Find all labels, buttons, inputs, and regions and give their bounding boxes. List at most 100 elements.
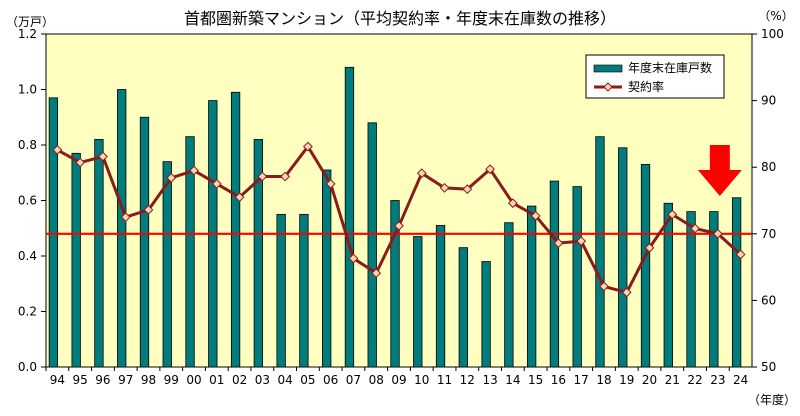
x-tick-label: 08 <box>369 373 384 387</box>
contract-rate-point <box>189 165 199 176</box>
contract-rate-point <box>667 209 678 220</box>
contract-rate-point <box>485 164 496 175</box>
x-tick-label: 15 <box>528 373 543 387</box>
contract-rate-point <box>52 144 63 155</box>
x-tick-label: 14 <box>505 373 520 387</box>
x-tick-label: 23 <box>710 373 725 387</box>
left-axis-tick-label: 0.0 <box>18 360 37 374</box>
legend-swatch-marker <box>603 82 613 92</box>
inventory-bar <box>481 261 491 368</box>
inventory-bar <box>709 211 719 368</box>
inventory-bar <box>686 211 696 368</box>
right-axis-tick-label: 50 <box>761 360 776 374</box>
inventory-bar <box>230 91 241 368</box>
x-tick-label: 96 <box>95 373 110 387</box>
inventory-bar <box>413 236 423 368</box>
inventory-bar <box>731 197 742 368</box>
inventory-bar <box>299 213 309 368</box>
right-axis-tick-label: 70 <box>761 227 776 241</box>
x-tick-label: 17 <box>574 373 589 387</box>
x-tick-label: 20 <box>642 373 657 387</box>
inventory-bar <box>390 200 400 368</box>
legend-label-bar: 年度末在庫戸数 <box>628 60 712 75</box>
inventory-bar <box>322 169 332 368</box>
x-tick-label: 01 <box>209 373 224 387</box>
x-tick-label: 19 <box>619 373 634 387</box>
contract-rate-point <box>644 242 655 253</box>
contract-rate-point <box>462 184 473 195</box>
legend <box>585 54 725 99</box>
inventory-bar <box>504 222 514 368</box>
inventory-bar <box>185 136 195 368</box>
x-tick-label: 21 <box>665 373 680 387</box>
x-tick-label: 11 <box>437 373 452 387</box>
chart-title: 首都圏新築マンション（平均契約率・年度末在庫数の推移） <box>184 9 616 28</box>
inventory-bar <box>71 152 81 368</box>
right-axis-tick-label: 80 <box>761 160 776 174</box>
contract-rate-point <box>735 249 746 260</box>
inventory-bar <box>618 147 628 368</box>
contract-rate-point <box>439 182 450 193</box>
inventory-bar <box>572 186 582 368</box>
contract-rate-point <box>75 157 86 168</box>
x-tick-label: 99 <box>164 373 179 387</box>
x-tick-label: 03 <box>255 373 270 387</box>
contract-rate-point <box>211 178 222 189</box>
right-axis-tick-label: 100 <box>761 27 784 41</box>
x-tick-label: 18 <box>596 373 611 387</box>
x-tick-label: 95 <box>73 373 88 387</box>
right-axis-unit: （%） <box>758 9 793 23</box>
contract-rate-point <box>576 236 587 247</box>
inventory-bar <box>276 213 286 368</box>
x-tick-label: 00 <box>186 373 201 387</box>
contract-rate-point <box>348 253 359 264</box>
x-tick-label: 04 <box>277 373 292 387</box>
contract-rate-point <box>416 168 427 179</box>
left-axis-tick-label: 0.6 <box>18 194 37 208</box>
inventory-bar <box>595 136 605 368</box>
x-tick-label: 13 <box>482 373 497 387</box>
contract-rate-point <box>599 281 609 292</box>
contract-rate-point <box>530 210 541 221</box>
right-axis-tick-label: 90 <box>761 94 776 108</box>
contract-rate-point <box>120 212 131 223</box>
inventory-bar <box>48 97 59 368</box>
inventory-bar <box>94 139 104 368</box>
x-tick-label: 05 <box>300 373 315 387</box>
contract-rate-point <box>712 228 723 239</box>
contract-rate-point <box>98 151 108 162</box>
x-tick-label: 02 <box>232 373 247 387</box>
contract-rate-point <box>302 141 313 152</box>
x-tick-label: 98 <box>141 373 156 387</box>
x-tick-label: 24 <box>733 373 748 387</box>
x-tick-label: 10 <box>414 373 429 387</box>
legend-label-line: 契約率 <box>628 79 664 94</box>
down-arrow-icon <box>697 145 742 196</box>
inventory-bar <box>162 161 172 368</box>
contract-rate-point <box>371 268 382 279</box>
x-tick-label: 16 <box>551 373 566 387</box>
x-tick-label: 22 <box>687 373 702 387</box>
x-tick-label: 97 <box>118 373 133 387</box>
inventory-bar <box>253 139 264 368</box>
inventory-bar <box>663 202 673 368</box>
right-axis-tick-label: 60 <box>761 293 776 307</box>
x-tick-label: 06 <box>323 373 338 387</box>
inventory-bar <box>139 116 150 368</box>
contract-rate-point <box>166 172 177 183</box>
x-tick-label: 09 <box>391 373 406 387</box>
inventory-bar <box>344 66 355 368</box>
contract-rate-point <box>257 171 268 182</box>
inventory-bar <box>549 180 560 368</box>
left-axis-tick-label: 0.2 <box>18 305 37 319</box>
inventory-bar <box>367 122 377 368</box>
inventory-bar <box>435 225 446 368</box>
left-axis-tick-label: 1.0 <box>18 83 37 97</box>
contract-rate-point <box>621 287 632 298</box>
inventory-bar <box>458 247 468 368</box>
inventory-bar <box>640 164 651 368</box>
x-tick-label: 94 <box>50 373 65 387</box>
contract-rate-point <box>394 220 404 231</box>
